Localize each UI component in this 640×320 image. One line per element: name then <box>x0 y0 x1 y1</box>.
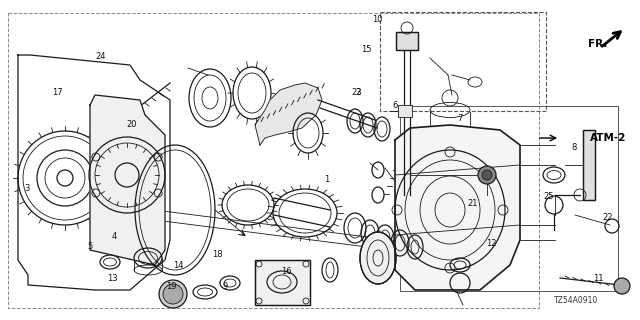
Text: 24: 24 <box>96 52 106 60</box>
Polygon shape <box>395 125 520 290</box>
Text: TZ54A0910: TZ54A0910 <box>554 296 598 305</box>
Text: 15: 15 <box>362 45 372 54</box>
Text: 13: 13 <box>107 274 117 283</box>
Bar <box>396 32 418 50</box>
Polygon shape <box>255 83 322 145</box>
Text: 12: 12 <box>486 239 497 248</box>
Circle shape <box>163 284 183 304</box>
Polygon shape <box>90 95 165 265</box>
Bar <box>583 130 595 200</box>
Text: 1: 1 <box>324 175 329 184</box>
Bar <box>380 12 546 111</box>
Bar <box>396 32 418 50</box>
Text: 23: 23 <box>351 88 362 97</box>
Text: 20: 20 <box>126 120 136 129</box>
Polygon shape <box>18 55 170 290</box>
Bar <box>8 13 539 308</box>
Bar <box>255 260 310 305</box>
Bar <box>583 130 595 200</box>
Circle shape <box>614 278 630 294</box>
Text: ATM-2: ATM-2 <box>590 133 627 143</box>
Text: 16: 16 <box>282 268 292 276</box>
Circle shape <box>478 166 496 184</box>
Text: 21: 21 <box>467 199 477 208</box>
Text: 17: 17 <box>52 88 63 97</box>
Text: 6: 6 <box>393 101 398 110</box>
Text: 18: 18 <box>212 250 223 259</box>
Text: 4: 4 <box>111 232 116 241</box>
Text: 2: 2 <box>356 88 361 97</box>
Text: 5: 5 <box>87 242 92 251</box>
Circle shape <box>482 170 492 180</box>
Ellipse shape <box>360 232 396 284</box>
Text: 19: 19 <box>166 282 177 291</box>
Text: 10: 10 <box>372 15 383 24</box>
Text: 14: 14 <box>173 261 183 270</box>
Bar <box>400 106 618 291</box>
Text: 8: 8 <box>572 143 577 152</box>
Text: 7: 7 <box>457 114 462 123</box>
Text: 3: 3 <box>24 184 29 193</box>
Text: FR.: FR. <box>588 39 608 49</box>
Text: 9: 9 <box>223 282 228 291</box>
Text: 22: 22 <box>603 213 613 222</box>
Bar <box>398 105 412 117</box>
Text: 11: 11 <box>593 274 604 283</box>
Bar <box>255 260 310 305</box>
Text: 25: 25 <box>544 192 554 201</box>
Circle shape <box>159 280 187 308</box>
